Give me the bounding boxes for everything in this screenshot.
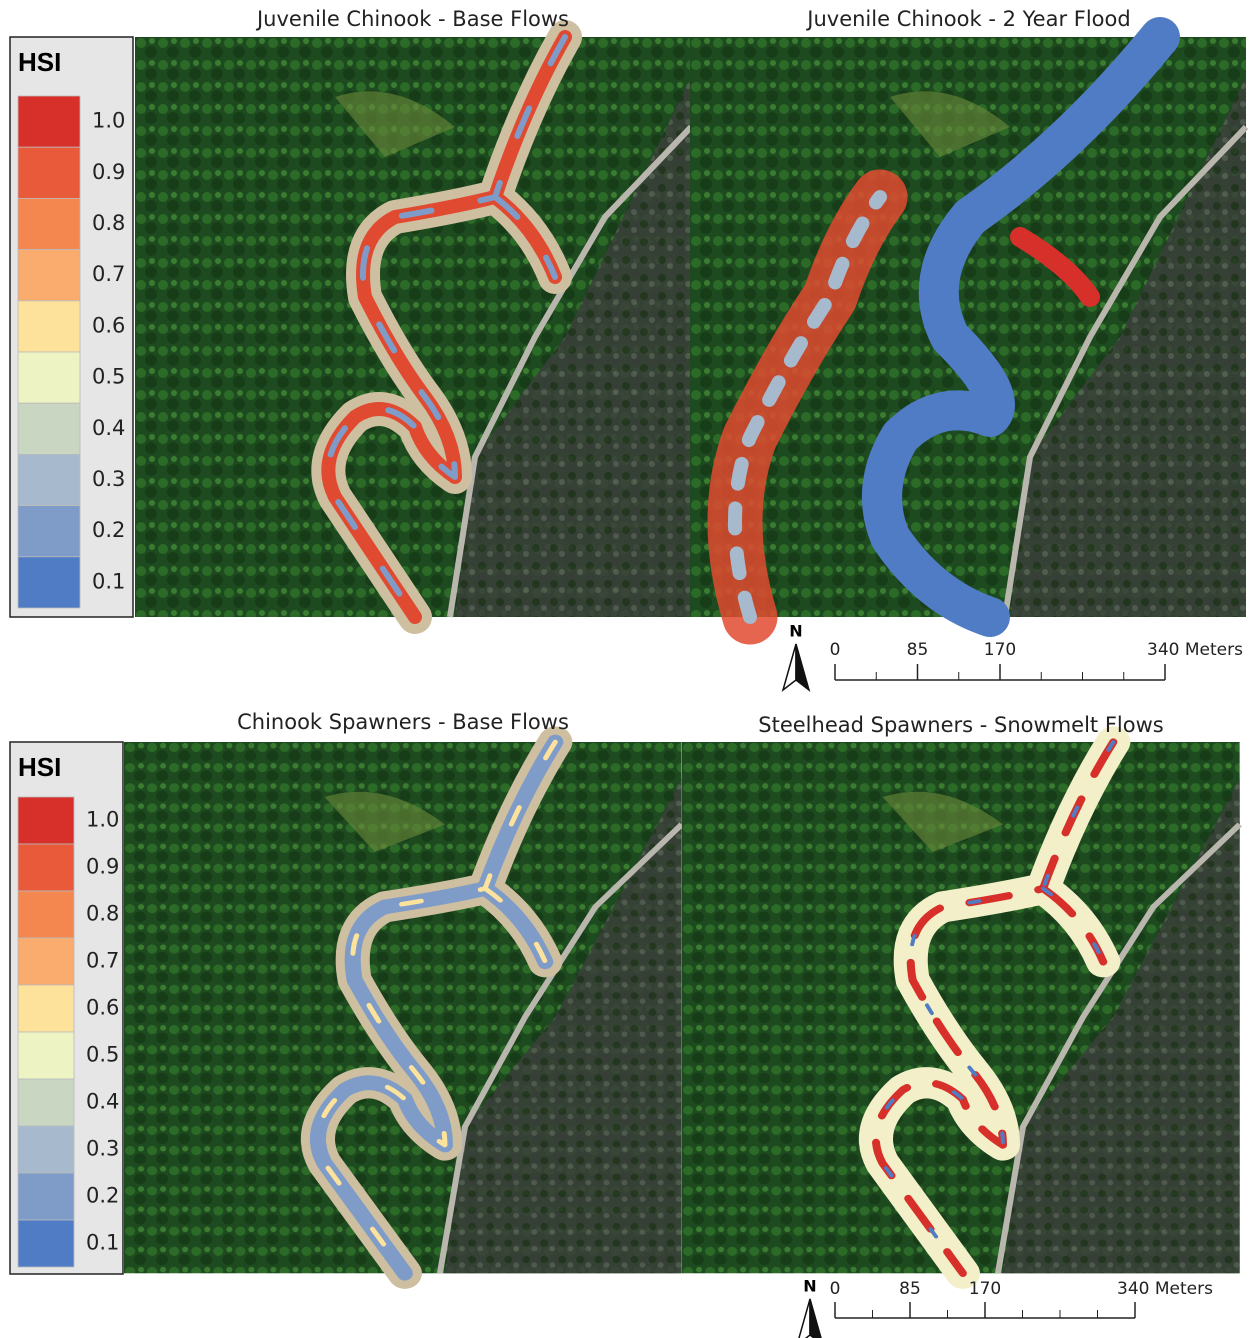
legend-label: 0.9 [92, 160, 125, 184]
north-arrow [796, 644, 809, 690]
legend-label: 0.6 [92, 313, 125, 337]
legend-swatch [18, 403, 80, 454]
legend-label: 1.0 [92, 109, 125, 133]
legend-swatch [18, 352, 80, 403]
scale-label: 340 Meters [1117, 1279, 1213, 1299]
legend-swatch [18, 454, 80, 505]
legend-swatch [18, 250, 80, 301]
legend-label: 0.6 [86, 996, 119, 1020]
scale-label: 85 [907, 640, 929, 660]
legend-swatch [18, 1126, 74, 1173]
panel-title: Juvenile Chinook - Base Flows [255, 7, 569, 31]
legend-label: 0.1 [86, 1231, 119, 1255]
legend-swatch [18, 1079, 74, 1126]
legend-swatch [18, 1032, 74, 1079]
legend-swatch [18, 1220, 74, 1267]
legend-label: 0.7 [92, 262, 125, 286]
legend-label: 0.2 [92, 518, 125, 542]
north-arrow [797, 1299, 810, 1338]
panel-title: Chinook Spawners - Base Flows [237, 710, 569, 734]
legend-label: 0.9 [86, 855, 119, 879]
legend-label: 0.7 [86, 949, 119, 973]
scale-label: 0 [830, 640, 841, 660]
panel-1 [135, 37, 691, 617]
legend-title: HSI [18, 47, 61, 77]
scale-label: 170 [984, 640, 1016, 660]
north-label: N [789, 622, 802, 641]
legend-swatch [18, 938, 74, 985]
legend-label: 0.2 [86, 1184, 119, 1208]
scale-label: 0 [830, 1279, 841, 1299]
legend-swatch [18, 891, 74, 938]
legend-swatch [18, 96, 80, 147]
legend-title: HSI [18, 752, 61, 782]
scale-label: 340 Meters [1147, 640, 1243, 660]
legend-swatch [18, 844, 74, 891]
panel-2 [690, 37, 1246, 617]
legend-label: 0.1 [92, 569, 125, 593]
legend-swatch [18, 506, 80, 557]
legend-label: 0.4 [86, 1090, 119, 1114]
panel-title: Juvenile Chinook - 2 Year Flood [805, 7, 1130, 31]
panel-4 [682, 742, 1240, 1273]
legend-swatch [18, 301, 80, 352]
legend-label: 0.8 [86, 902, 119, 926]
north-arrow [783, 644, 796, 690]
legend-label: 0.4 [92, 416, 125, 440]
scale-label: 85 [899, 1279, 921, 1299]
legend-swatch [18, 985, 74, 1032]
panel-title: Steelhead Spawners - Snowmelt Flows [758, 713, 1163, 737]
legend-label: 0.5 [92, 365, 125, 389]
legend-swatch [18, 557, 80, 608]
legend-swatch [18, 198, 80, 249]
legend-label: 0.8 [92, 211, 125, 235]
panel-3 [124, 742, 682, 1273]
legend-label: 0.3 [92, 467, 125, 491]
legend-swatch [18, 1173, 74, 1220]
legend-label: 1.0 [86, 808, 119, 832]
legend-swatch [18, 147, 80, 198]
north-arrow [810, 1299, 823, 1338]
figure: Juvenile Chinook - Base Flows Juvenile C… [0, 0, 1255, 1338]
scale-label: 170 [969, 1279, 1001, 1299]
legend-label: 0.3 [86, 1137, 119, 1161]
legend-swatch [18, 797, 74, 844]
legend-label: 0.5 [86, 1043, 119, 1067]
north-label: N [803, 1277, 816, 1296]
